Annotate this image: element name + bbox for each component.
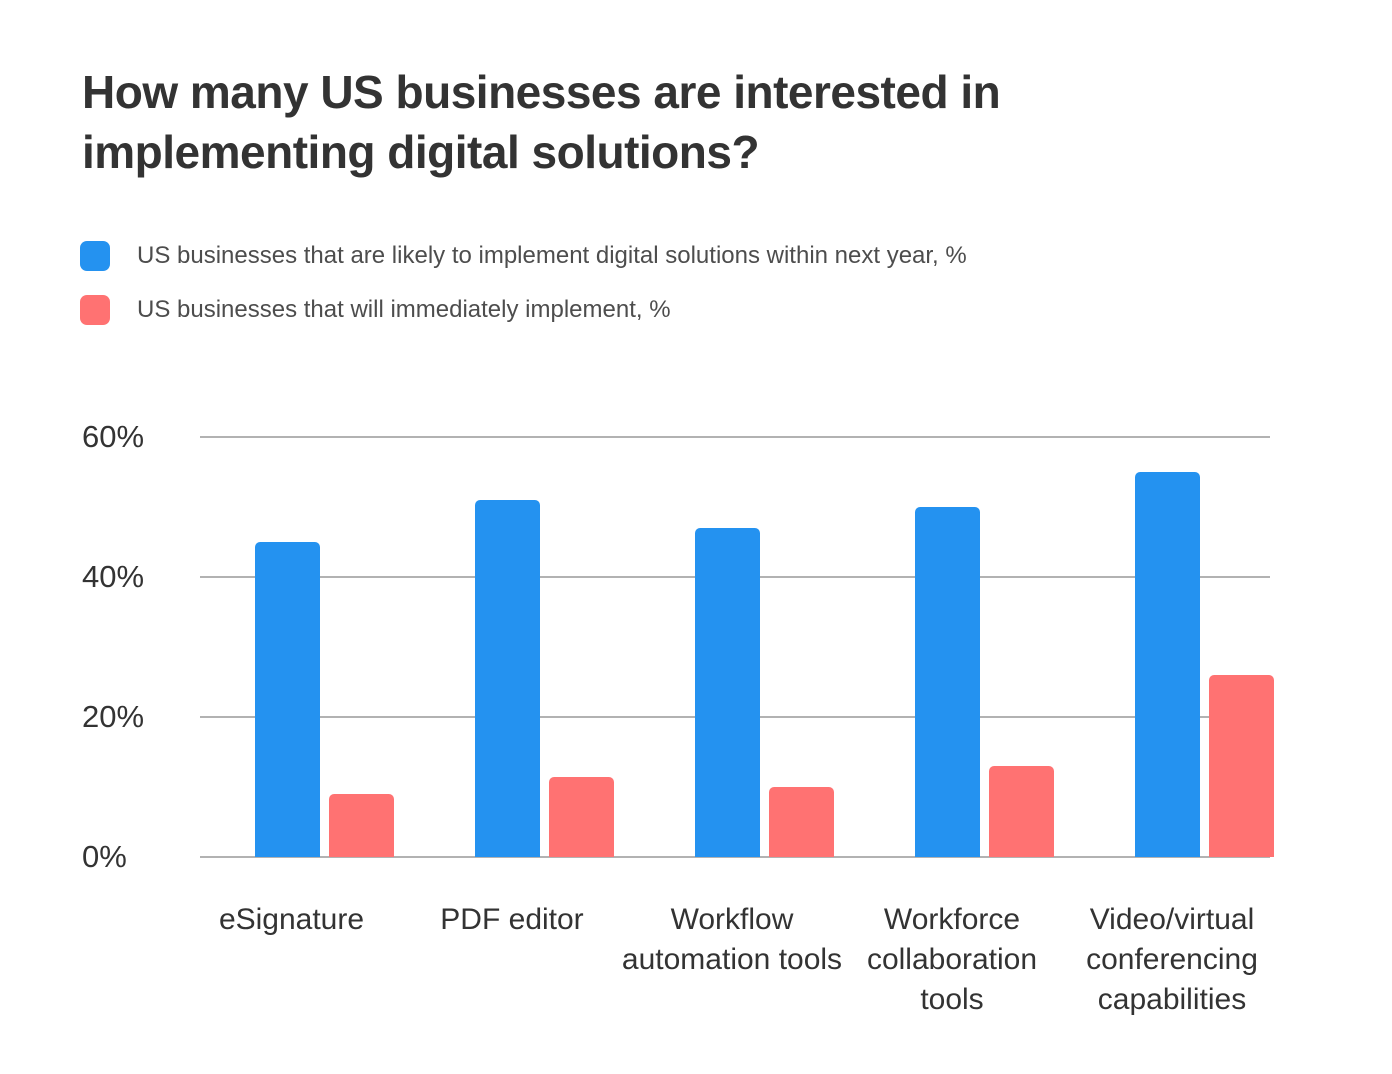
gridline-60: [200, 436, 1270, 438]
legend-item-immediate: US businesses that will immediately impl…: [80, 295, 967, 325]
bar-immediate-2: [769, 787, 834, 857]
legend: US businesses that are likely to impleme…: [80, 241, 967, 349]
legend-label-immediate: US businesses that will immediately impl…: [137, 296, 671, 323]
legend-swatch-likely-next-year: [80, 241, 110, 271]
bar-immediate-4: [1209, 675, 1274, 857]
bar-likely-2: [695, 528, 760, 857]
bar-likely-4: [1135, 472, 1200, 857]
y-axis-tick-label-0: 0%: [82, 839, 127, 874]
chart-title-line-2: implementing digital solutions?: [82, 126, 760, 178]
chart-title: How many US businesses are interested in…: [82, 62, 1001, 182]
category-label-2: Workflow automation tools: [621, 903, 843, 976]
category-label-1: PDF editor: [440, 903, 584, 936]
bar-likely-3: [915, 507, 980, 857]
bar-likely-1: [475, 500, 540, 857]
category-label-3: Workforce collaboration tools: [866, 903, 1038, 1016]
legend-label-likely-next-year: US businesses that are likely to impleme…: [137, 242, 967, 269]
category-label-0: eSignature: [218, 903, 365, 936]
category-label-4: Video/virtual conferencing capabilities: [1086, 903, 1258, 1016]
bar-likely-0: [254, 542, 320, 857]
bar-immediate-3: [989, 766, 1054, 857]
y-axis-tick-label-20: 20%: [82, 699, 145, 734]
chart-title-line-1: How many US businesses are interested in: [82, 66, 1001, 118]
bar-immediate-0: [328, 794, 394, 857]
y-axis-tick-label-60: 60%: [82, 419, 145, 454]
bar-immediate-1: [549, 776, 614, 857]
gridline-0: [200, 856, 1270, 858]
y-axis-tick-label-40: 40%: [82, 559, 145, 594]
legend-swatch-immediate: [80, 295, 110, 325]
legend-item-likely-next-year: US businesses that are likely to impleme…: [80, 241, 967, 271]
